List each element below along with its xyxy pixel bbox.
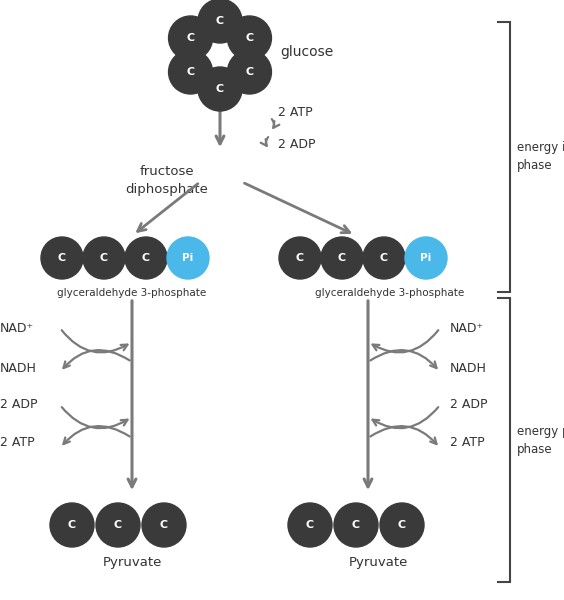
- Text: 2 ATP: 2 ATP: [450, 436, 484, 449]
- Circle shape: [405, 237, 447, 279]
- Text: C: C: [68, 520, 76, 530]
- Text: Pi: Pi: [182, 253, 193, 263]
- Text: C: C: [216, 84, 224, 94]
- Circle shape: [321, 237, 363, 279]
- Text: C: C: [187, 67, 195, 77]
- Circle shape: [227, 16, 271, 60]
- Text: 2 ATP: 2 ATP: [0, 436, 34, 449]
- Circle shape: [279, 237, 321, 279]
- Text: C: C: [100, 253, 108, 263]
- Text: 2 ATP: 2 ATP: [278, 106, 312, 118]
- Text: C: C: [187, 33, 195, 43]
- Circle shape: [334, 503, 378, 547]
- Circle shape: [50, 503, 94, 547]
- Text: C: C: [58, 253, 66, 263]
- Circle shape: [198, 0, 242, 43]
- Text: Pyruvate: Pyruvate: [102, 556, 162, 569]
- Text: energy payoff
phase: energy payoff phase: [517, 425, 564, 455]
- Circle shape: [167, 237, 209, 279]
- Circle shape: [288, 503, 332, 547]
- Text: NAD⁺: NAD⁺: [450, 322, 484, 335]
- Text: C: C: [142, 253, 150, 263]
- Text: C: C: [160, 520, 168, 530]
- Text: glyceraldehyde 3-phosphate: glyceraldehyde 3-phosphate: [315, 288, 465, 298]
- Circle shape: [169, 16, 213, 60]
- Circle shape: [363, 237, 405, 279]
- Text: C: C: [296, 253, 304, 263]
- Text: glyceraldehyde 3-phosphate: glyceraldehyde 3-phosphate: [58, 288, 206, 298]
- Text: C: C: [380, 253, 388, 263]
- Text: 2 ADP: 2 ADP: [278, 139, 315, 151]
- Text: C: C: [114, 520, 122, 530]
- Text: C: C: [352, 520, 360, 530]
- Text: Pi: Pi: [420, 253, 431, 263]
- Circle shape: [227, 50, 271, 94]
- Circle shape: [142, 503, 186, 547]
- Text: NADH: NADH: [450, 361, 487, 374]
- Text: NAD⁺: NAD⁺: [0, 322, 34, 335]
- Text: fructose
diphosphate: fructose diphosphate: [126, 165, 209, 196]
- Circle shape: [125, 237, 167, 279]
- Text: Pyruvate: Pyruvate: [349, 556, 408, 569]
- Circle shape: [83, 237, 125, 279]
- Text: energy investment
phase: energy investment phase: [517, 142, 564, 173]
- Circle shape: [380, 503, 424, 547]
- Circle shape: [41, 237, 83, 279]
- Text: C: C: [216, 16, 224, 26]
- Circle shape: [198, 67, 242, 111]
- Text: C: C: [245, 67, 253, 77]
- Text: C: C: [306, 520, 314, 530]
- Text: C: C: [245, 33, 253, 43]
- Text: glucose: glucose: [280, 45, 333, 59]
- Circle shape: [169, 50, 213, 94]
- Text: C: C: [338, 253, 346, 263]
- Circle shape: [96, 503, 140, 547]
- Text: 2 ADP: 2 ADP: [0, 397, 37, 410]
- Text: C: C: [398, 520, 406, 530]
- Text: NADH: NADH: [0, 361, 37, 374]
- Text: 2 ADP: 2 ADP: [450, 397, 487, 410]
